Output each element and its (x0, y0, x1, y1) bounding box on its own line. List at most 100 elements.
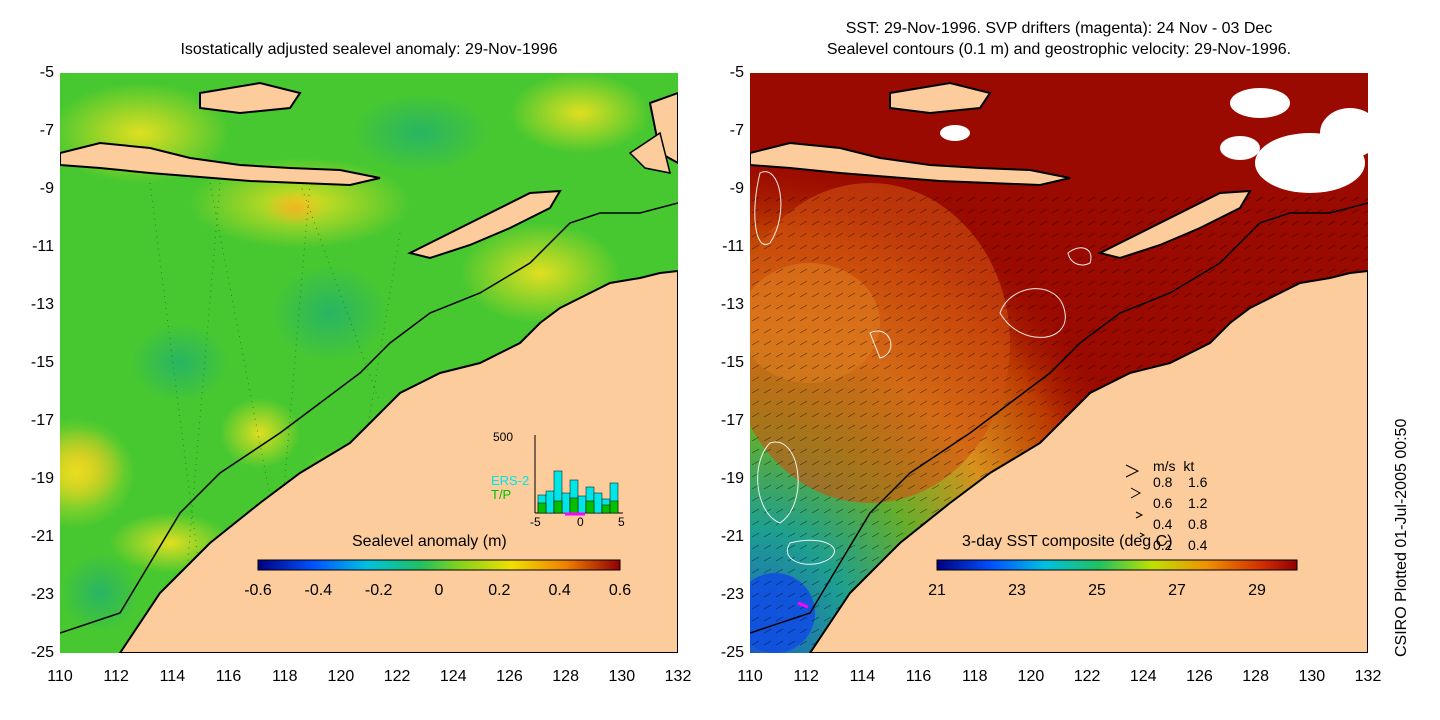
x-tick-label: 130 (608, 668, 636, 685)
x-tick-label: 118 (271, 668, 298, 685)
x-tick-label: 116 (905, 668, 932, 685)
sealevel-contours (754, 171, 1092, 565)
sst-colorbar-tick: 23 (1008, 582, 1026, 599)
sla-colorbar-label: Sealevel anomaly (m) (352, 533, 507, 550)
sla-colorbar-tick: -0.4 (304, 582, 333, 599)
island-java-nusa (60, 141, 381, 187)
australia-land (118, 269, 678, 653)
x-tick-label: 116 (215, 668, 242, 685)
y-tick-label: -13 (30, 296, 54, 313)
y-tick-label: -21 (30, 528, 54, 545)
velocity-legend-kt: 0.4 (1188, 537, 1208, 553)
velocity-legend-kt: 0.8 (1188, 516, 1208, 532)
sst-colorbar (936, 559, 1298, 571)
y-tick-label: -5 (729, 64, 744, 81)
shelf-contour (750, 202, 1368, 634)
sst-colorbar-label: 3-day SST composite (deg C) (962, 533, 1173, 550)
anomaly-patch (265, 190, 325, 226)
sla-colorbar (257, 559, 621, 571)
histogram-xtick: 5 (618, 515, 625, 529)
x-tick-label: 132 (664, 668, 692, 685)
sst-colorbar-tick: 27 (1168, 582, 1186, 599)
velocity-legend-kt: 1.6 (1188, 474, 1208, 490)
anomaly-patch (220, 398, 300, 468)
velocity-legend-ms: 0.4 (1153, 516, 1173, 532)
y-tick-label: -21 (720, 528, 744, 545)
right-map-title-line1: SST: 29-Nov-1996. SVP drifters (magenta)… (845, 20, 1273, 37)
y-tick-label: -25 (720, 644, 744, 661)
sla-colorbar-tick: 0.2 (488, 582, 511, 599)
x-tick-label: 118 (961, 668, 988, 685)
right-map-title-line2: Sealevel contours (0.1 m) and geostrophi… (826, 41, 1292, 58)
velocity-legend-arrows (1125, 464, 1146, 538)
shelf-contour (60, 202, 678, 634)
sst-map-svg (750, 73, 1368, 653)
island-north (199, 81, 302, 115)
x-tick-label: 122 (1073, 668, 1101, 685)
x-tick-label: 114 (159, 668, 186, 685)
y-tick-label: -11 (722, 238, 744, 255)
y-tick-label: -7 (729, 122, 744, 139)
sla-colorbar-tick: -0.6 (244, 582, 272, 599)
anomaly-patch (270, 263, 390, 363)
x-tick-label: 124 (439, 668, 467, 685)
velocity-legend-ms: 0.2 (1153, 537, 1173, 553)
side-credit: CSIRO Plotted 01-Jul-2005 00:50 (1393, 418, 1410, 657)
australia-land (808, 269, 1368, 653)
anomaly-patch (60, 553, 140, 633)
y-tick-label: -9 (39, 180, 54, 197)
histogram-legend-tp: T/P (491, 487, 512, 502)
y-tick-label: -25 (30, 644, 54, 661)
anomaly-patch (130, 323, 230, 403)
histogram-ymax-label: 500 (493, 430, 514, 444)
histogram-legend-ers2: ERS-2 (491, 473, 530, 488)
anomaly-patch (60, 418, 135, 528)
x-tick-label: 128 (552, 668, 579, 685)
velocity-legend-ms: 0.6 (1153, 495, 1173, 511)
island-timor (407, 189, 562, 260)
y-tick-label: -9 (729, 180, 744, 197)
x-tick-label: 120 (1017, 668, 1045, 685)
y-tick-label: -11 (32, 238, 54, 255)
velocity-legend-kt: 1.2 (1188, 495, 1208, 511)
y-tick-label: -13 (720, 296, 744, 313)
y-tick-label: -23 (30, 586, 54, 603)
sst-colorbar-tick: 29 (1248, 582, 1266, 599)
x-tick-label: 110 (737, 668, 763, 685)
y-tick-label: -17 (720, 412, 744, 429)
x-tick-label: 130 (1298, 668, 1326, 685)
cloud-mask (940, 88, 1368, 193)
sst-colorbar-tick: 21 (928, 582, 946, 599)
island-north (889, 81, 992, 115)
velocity-legend-ms: 0.8 (1153, 474, 1173, 490)
y-tick-label: -19 (720, 470, 744, 487)
island-java-nusa (750, 141, 1071, 187)
x-tick-label: 124 (1129, 668, 1157, 685)
legend-kt-header: kt (1183, 458, 1195, 474)
x-tick-label: 132 (1354, 668, 1382, 685)
sla-colorbar-tick: -0.2 (364, 582, 393, 599)
y-tick-label: -19 (30, 470, 54, 487)
y-tick-label: -15 (720, 354, 744, 371)
y-tick-label: -23 (720, 586, 744, 603)
island-timor (1097, 189, 1252, 260)
x-tick-label: 112 (103, 668, 129, 685)
anomaly-patch (350, 93, 490, 173)
x-tick-label: 128 (1242, 668, 1269, 685)
inset-histogram (534, 435, 623, 516)
island-small (628, 131, 672, 174)
anomaly-patch (510, 73, 650, 153)
legend-ms-header: m/s (1153, 458, 1176, 474)
sealevel-map-svg (60, 73, 678, 653)
y-tick-label: -15 (30, 354, 54, 371)
x-tick-label: 126 (1186, 668, 1213, 685)
x-tick-label: 110 (47, 668, 73, 685)
sst-colorbar-tick: 25 (1088, 582, 1106, 599)
x-tick-label: 114 (849, 668, 876, 685)
sla-colorbar-tick: 0.6 (608, 582, 632, 599)
histogram-xtick: 0 (577, 515, 584, 529)
x-tick-label: 120 (327, 668, 355, 685)
sla-colorbar-tick: 0 (434, 582, 444, 599)
y-tick-label: -5 (39, 64, 54, 81)
x-tick-label: 112 (793, 668, 819, 685)
